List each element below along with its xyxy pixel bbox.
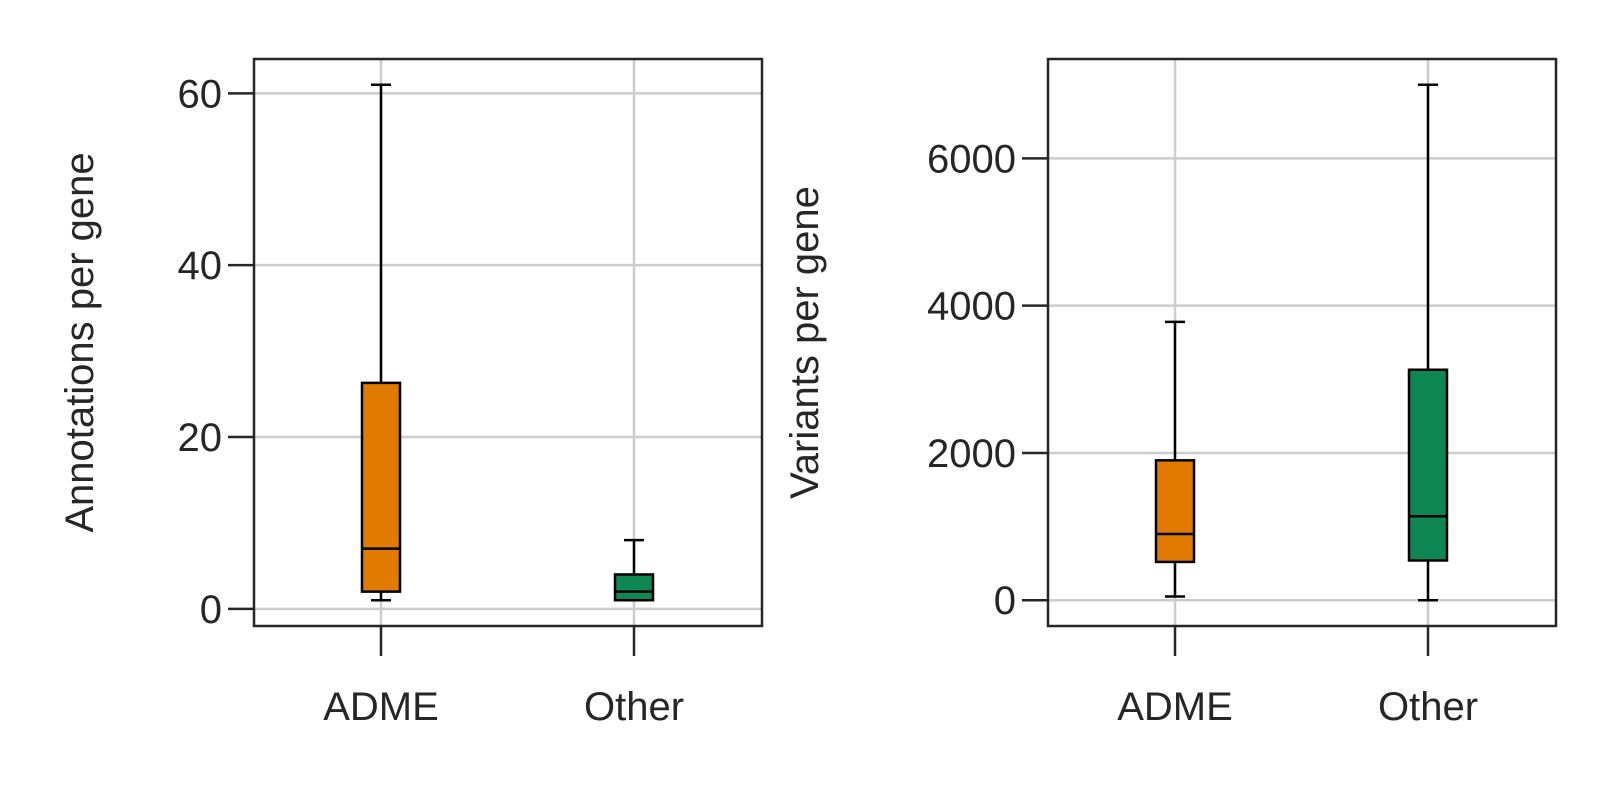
y-tick-label: 4000 bbox=[927, 285, 1016, 329]
y-tick-label: 6000 bbox=[927, 137, 1016, 181]
y-tick-label: 60 bbox=[178, 72, 223, 116]
y-axis-label: Annotations per gene bbox=[58, 152, 102, 532]
axes-frame bbox=[1046, 57, 1558, 628]
y-tick-label: 0 bbox=[994, 579, 1016, 623]
box-other bbox=[1407, 368, 1449, 562]
box-adme bbox=[1154, 459, 1196, 564]
variants-boxplot-panel: 0 2000 4000 6000 ADME Other Variants per gene bbox=[783, 57, 1558, 729]
axes-frame bbox=[252, 57, 764, 628]
x-tick-label: ADME bbox=[1117, 685, 1233, 729]
x-tick-label: Other bbox=[584, 685, 684, 729]
y-tick-label: 40 bbox=[178, 244, 223, 288]
box-other bbox=[613, 573, 655, 602]
y-tick-label: 2000 bbox=[927, 432, 1016, 476]
x-tick-label: Other bbox=[1378, 685, 1478, 729]
y-axis-label: Variants per gene bbox=[783, 186, 827, 499]
annotations-boxplot-panel: 0 20 40 60 ADME Other Annotations per gene bbox=[58, 57, 764, 729]
x-tick-label: ADME bbox=[323, 685, 439, 729]
box-adme bbox=[360, 381, 402, 593]
y-tick-label: 20 bbox=[178, 416, 223, 460]
y-tick-label: 0 bbox=[200, 588, 222, 632]
